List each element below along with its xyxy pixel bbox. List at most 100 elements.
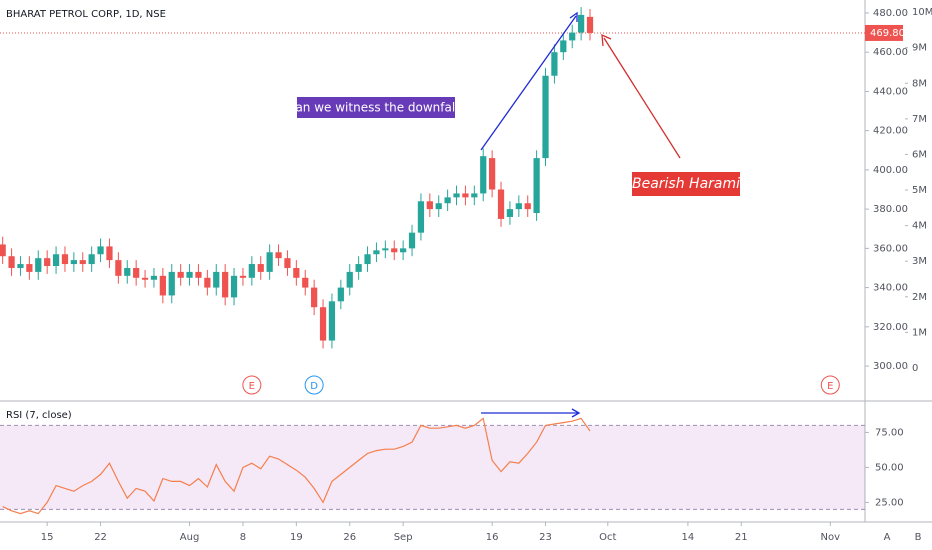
arrows bbox=[480, 11, 681, 418]
candle-body bbox=[61, 254, 69, 265]
last-price-label: 469.80 bbox=[870, 28, 905, 39]
y2-tick-label: 5M bbox=[912, 185, 927, 196]
candle-body bbox=[26, 264, 33, 272]
candle-body bbox=[124, 267, 131, 276]
y-tick-label: 340.00 bbox=[873, 283, 908, 294]
candle-body bbox=[444, 197, 451, 204]
candle-body bbox=[284, 258, 291, 268]
candle-body bbox=[141, 277, 149, 280]
x-tick-label: 14 bbox=[682, 532, 695, 543]
candle-body bbox=[560, 40, 567, 53]
candle-body bbox=[426, 201, 433, 210]
candle-body bbox=[35, 258, 42, 272]
candle-body bbox=[311, 287, 318, 308]
candle-body bbox=[480, 156, 487, 194]
candle-body bbox=[79, 260, 86, 265]
candle-body bbox=[204, 277, 211, 288]
chart-title: BHARAT PETROL CORP, 1D, NSE bbox=[6, 9, 166, 20]
candle-body bbox=[70, 260, 77, 265]
candle-body bbox=[222, 271, 229, 298]
candle-body bbox=[364, 254, 371, 265]
event-label: E bbox=[249, 381, 255, 392]
x-tick-label: 22 bbox=[94, 532, 107, 543]
up-arrow-head bbox=[569, 11, 578, 22]
candle-body bbox=[337, 287, 344, 302]
candle-body bbox=[186, 271, 193, 278]
candle-body bbox=[400, 248, 407, 253]
candle-body bbox=[213, 271, 220, 288]
event-label: E bbox=[827, 381, 833, 392]
scale-button[interactable]: B bbox=[915, 532, 922, 543]
candle-body bbox=[524, 203, 531, 210]
y-tick-label: 300.00 bbox=[873, 361, 908, 372]
rsi-tick-label: 75.00 bbox=[875, 427, 904, 438]
x-tick-label: 15 bbox=[41, 532, 54, 543]
candle-body bbox=[17, 264, 24, 268]
event-marker bbox=[242, 375, 262, 395]
x-tick-label: 19 bbox=[290, 532, 303, 543]
candle-body bbox=[239, 275, 247, 278]
candle-body bbox=[97, 246, 104, 255]
candle-body bbox=[586, 16, 594, 33]
candle-body bbox=[230, 275, 238, 298]
candle-body bbox=[542, 75, 549, 159]
y-tick-label: 380.00 bbox=[873, 204, 908, 215]
candle-body bbox=[266, 252, 273, 272]
candle-body bbox=[328, 301, 336, 341]
candle-body bbox=[355, 264, 362, 272]
candle-body bbox=[150, 275, 158, 280]
candle-body bbox=[106, 246, 113, 261]
rsi-band bbox=[0, 425, 865, 510]
candle-body bbox=[8, 256, 15, 268]
candle-body bbox=[489, 158, 496, 190]
down-arrow bbox=[603, 37, 681, 159]
rsi-line bbox=[2, 417, 591, 515]
y2-tick-label: 4M bbox=[912, 221, 927, 232]
scale-button[interactable]: A bbox=[884, 532, 891, 543]
candle-body bbox=[578, 14, 585, 33]
y2-tick-label: 9M bbox=[912, 43, 927, 54]
y2-tick-label: 1M bbox=[912, 327, 927, 338]
candle-body bbox=[0, 244, 6, 257]
candle-body bbox=[275, 252, 282, 259]
note-box bbox=[297, 97, 455, 118]
candle-body bbox=[44, 258, 51, 267]
harami-box bbox=[632, 172, 740, 196]
y2-tick-label: 10M bbox=[912, 7, 932, 18]
last-price-box bbox=[865, 24, 903, 41]
candle-body bbox=[88, 254, 95, 265]
y2-tick-label: 6M bbox=[912, 149, 927, 160]
y-tick-label: 400.00 bbox=[873, 165, 908, 176]
candle-body bbox=[293, 267, 300, 278]
candle-body bbox=[115, 260, 122, 276]
x-tick-label: 21 bbox=[735, 532, 748, 543]
candle-body bbox=[533, 158, 540, 214]
x-tick-label: 26 bbox=[343, 532, 356, 543]
rsi-tick-label: 50.00 bbox=[875, 462, 904, 473]
x-tick-label: Nov bbox=[821, 532, 841, 543]
x-tick-label: 16 bbox=[486, 532, 499, 543]
event-label: D bbox=[310, 381, 318, 392]
candle-body bbox=[435, 203, 442, 210]
candle-body bbox=[195, 271, 202, 278]
x-tick-label: Oct bbox=[599, 532, 616, 543]
candle-body bbox=[373, 250, 380, 255]
candle-body bbox=[302, 277, 309, 288]
candle-body bbox=[471, 193, 478, 198]
rsi-tick-label: 25.00 bbox=[875, 497, 904, 508]
candle-body bbox=[462, 193, 469, 198]
candle-body bbox=[497, 189, 505, 219]
y2-tick-label: 2M bbox=[912, 292, 927, 303]
candle-body bbox=[551, 52, 558, 76]
candle-body bbox=[133, 267, 140, 278]
y-tick-label: 480.00 bbox=[873, 8, 908, 19]
candle-body bbox=[52, 254, 60, 267]
y2-tick-label: 0 bbox=[912, 363, 918, 374]
x-tick-label: 8 bbox=[240, 532, 246, 543]
y-tick-label: 420.00 bbox=[873, 126, 908, 137]
event-marker bbox=[820, 375, 840, 395]
candle-body bbox=[382, 248, 389, 251]
y-tick-label: 360.00 bbox=[873, 243, 908, 254]
